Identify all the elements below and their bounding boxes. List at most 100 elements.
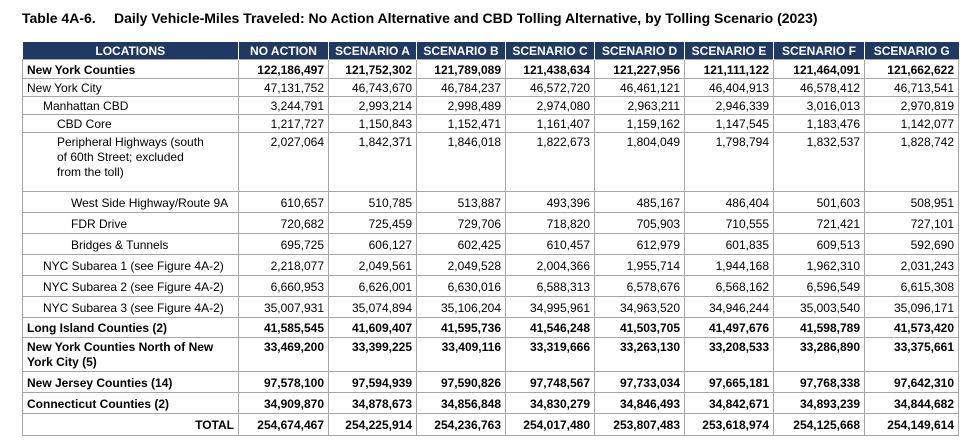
cell-value: 606,127 [328,233,417,255]
cell-value: 97,594,939 [328,371,417,393]
row-label: NYC Subarea 1 (see Figure 4A-2) [22,254,239,276]
table-row: NYC Subarea 3 (see Figure 4A-2) 35,007,93… [22,296,959,318]
column-header: SCENARIO D [594,42,685,60]
cell-value: 254,125,668 [773,413,865,436]
cell-value: 33,319,666 [505,337,595,372]
table-row: New York Counties 122,186,497 121,752,302 1… [22,59,959,79]
table-row: NYC Subarea 1 (see Figure 4A-2) 2,218,077… [22,254,959,276]
table-title: Daily Vehicle-Miles Traveled: No Action … [114,10,818,26]
cell-value: 41,585,545 [238,317,329,338]
column-header: SCENARIO C [505,42,595,60]
cell-value: 6,626,001 [328,275,417,297]
cell-value: 609,513 [773,233,865,255]
cell-value: 601,835 [684,233,774,255]
cell-value: 46,572,720 [505,78,595,97]
cell-value: 41,503,705 [594,317,685,338]
row-label: TOTAL [22,413,239,436]
row-label: NYC Subarea 2 (see Figure 4A-2) [22,275,239,297]
row-label: CBD Core [22,114,239,133]
row-label: New Jersey Counties (14) [22,371,239,393]
cell-value: 47,131,752 [238,78,329,97]
cell-value: 35,007,931 [238,296,329,318]
cell-value: 121,789,089 [416,59,506,79]
cell-value: 6,630,016 [416,275,506,297]
cell-value: 254,225,914 [328,413,417,436]
cell-value: 33,375,661 [864,337,959,372]
cell-value: 2,027,064 [238,132,329,192]
cell-value: 610,657 [238,191,329,213]
cell-value: 493,396 [505,191,595,213]
row-label: New York Counties North of New York City… [22,337,239,372]
cell-value: 41,546,248 [505,317,595,338]
cell-value: 34,963,520 [594,296,685,318]
cell-value: 46,713,541 [864,78,959,97]
cell-value: 6,568,162 [684,275,774,297]
table-label: Table 4A-6. [22,10,96,26]
cell-value: 33,263,130 [594,337,685,372]
table-row: TOTAL 254,674,467 254,225,914 254,236,763 25… [22,413,959,436]
table-row: Long Island Counties (2) 41,585,545 41,609… [22,317,959,338]
cell-value: 6,660,953 [238,275,329,297]
cell-value: 254,149,614 [864,413,959,436]
column-header: SCENARIO E [684,42,774,60]
cell-value: 46,784,237 [416,78,506,97]
row-label: NYC Subarea 3 (see Figure 4A-2) [22,296,239,318]
table-row: New York Counties North of New York City… [22,337,959,372]
cell-value: 253,807,483 [594,413,685,436]
cell-value: 33,399,225 [328,337,417,372]
cell-value: 610,457 [505,233,595,255]
cell-value: 34,856,848 [416,392,506,414]
cell-value: 46,578,412 [773,78,865,97]
cell-value: 121,227,956 [594,59,685,79]
cell-value: 1,822,673 [505,132,595,192]
cell-value: 1,152,471 [416,114,506,133]
cell-value: 34,846,493 [594,392,685,414]
cell-value: 46,461,121 [594,78,685,97]
cell-value: 33,286,890 [773,337,865,372]
cell-value: 729,706 [416,212,506,234]
cell-value: 1,161,407 [505,114,595,133]
cell-value: 41,595,736 [416,317,506,338]
header-row: LOCATIONS NO ACTION SCENARIO A SCENARIO B SC… [22,42,959,60]
cell-value: 486,404 [684,191,774,213]
column-header: SCENARIO F [773,42,865,60]
cell-value: 602,425 [416,233,506,255]
cell-value: 1,828,742 [864,132,959,192]
cell-value: 34,995,961 [505,296,595,318]
cell-value: 592,690 [864,233,959,255]
cell-value: 2,004,366 [505,254,595,276]
cell-value: 710,555 [684,212,774,234]
cell-value: 513,887 [416,191,506,213]
cell-value: 34,878,673 [328,392,417,414]
cell-value: 1,183,476 [773,114,865,133]
row-label: Connecticut Counties (2) [22,392,239,414]
cell-value: 97,578,100 [238,371,329,393]
cell-value: 121,111,122 [684,59,774,79]
cell-value: 254,674,467 [238,413,329,436]
cell-value: 35,106,204 [416,296,506,318]
cell-value: 121,752,302 [328,59,417,79]
cell-value: 510,785 [328,191,417,213]
cell-value: 2,970,819 [864,96,959,115]
column-header: SCENARIO A [328,42,417,60]
row-label: Peripheral Highways (south of 60th Stree… [22,132,239,192]
cell-value: 1,846,018 [416,132,506,192]
cell-value: 6,615,308 [864,275,959,297]
cell-value: 1,142,077 [864,114,959,133]
cell-value: 1,147,545 [684,114,774,133]
table-row: New Jersey Counties (14) 97,578,100 97,594… [22,371,959,393]
table-row: FDR Drive 720,682 725,459 729,706 718,820 705… [22,212,959,234]
cell-value: 2,946,339 [684,96,774,115]
cell-value: 35,003,540 [773,296,865,318]
cell-value: 2,974,080 [505,96,595,115]
cell-value: 485,167 [594,191,685,213]
cell-value: 1,944,168 [684,254,774,276]
cell-value: 3,244,791 [238,96,329,115]
cell-value: 121,464,091 [773,59,865,79]
cell-value: 97,748,567 [505,371,595,393]
column-header: NO ACTION [238,42,329,60]
cell-value: 1,798,794 [684,132,774,192]
table-row: CBD Core 1,217,727 1,150,843 1,152,471 1,161… [22,114,959,133]
table-row: NYC Subarea 2 (see Figure 4A-2) 6,660,953… [22,275,959,297]
cell-value: 1,842,371 [328,132,417,192]
